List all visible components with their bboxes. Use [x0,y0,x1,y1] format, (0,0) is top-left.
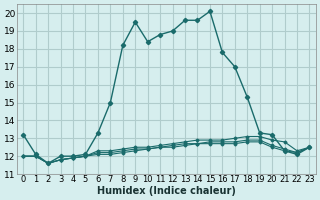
X-axis label: Humidex (Indice chaleur): Humidex (Indice chaleur) [97,186,236,196]
